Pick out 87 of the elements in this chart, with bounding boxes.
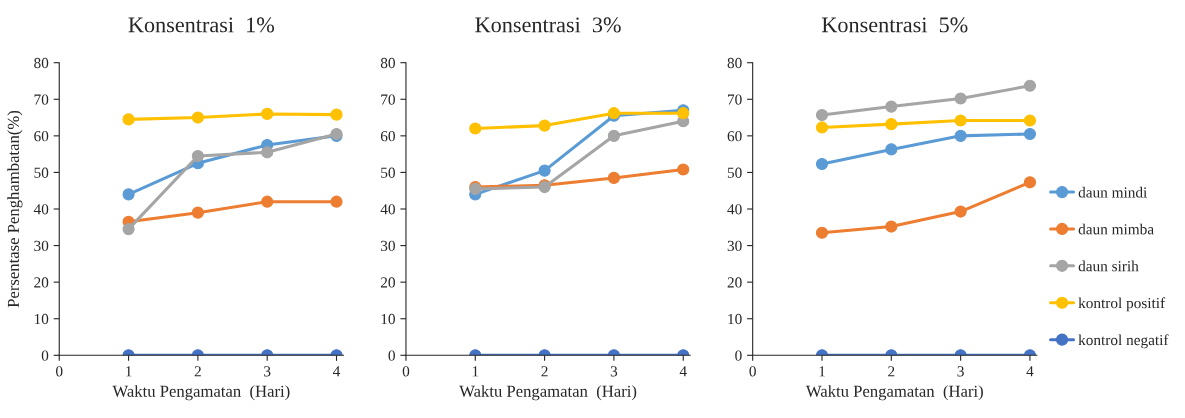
chart-title: Konsentrasi 3% (475, 17, 621, 33)
y-tick-label: 80 (727, 57, 742, 69)
chart-title: Konsentrasi 5% (821, 17, 968, 33)
point (261, 107, 274, 120)
y-tick-label: 20 (380, 277, 395, 288)
y-tick-label: 80 (380, 57, 395, 69)
point (677, 163, 690, 176)
point (191, 111, 204, 124)
y-tick-label: 40 (380, 204, 395, 215)
point (1023, 127, 1037, 141)
y-tick-label: 10 (34, 313, 49, 325)
x-tick-label: 2 (194, 366, 201, 377)
point (1023, 176, 1037, 189)
legend-label: daun mindi (1078, 186, 1147, 198)
y-tick-label: 40 (727, 204, 742, 215)
y-tick-label: 0 (735, 350, 742, 361)
x-axis-title: Waktu Pengamatan (Hari) (459, 385, 637, 401)
y-tick-label: 0 (388, 350, 395, 361)
point (815, 121, 829, 134)
y-tick-label: 20 (34, 277, 49, 288)
point (538, 164, 551, 177)
y-tick-label: 60 (727, 130, 742, 142)
y-tick-label: 10 (728, 313, 742, 325)
point (954, 129, 967, 142)
x-tick-label: 4 (1026, 366, 1034, 377)
y-tick-label: 50 (381, 167, 395, 178)
point (122, 113, 135, 126)
x-tick-label: 2 (541, 366, 548, 377)
legend-label: daun sirih (1078, 260, 1139, 272)
point (885, 100, 898, 113)
y-tick-label: 60 (380, 130, 395, 142)
y-tick-label: 80 (34, 57, 49, 69)
point (885, 143, 898, 156)
y-tick-label: 0 (41, 350, 49, 361)
point (954, 92, 967, 105)
y-tick-label: 70 (34, 94, 49, 105)
point (330, 108, 343, 121)
x-tick-label: 1 (819, 366, 825, 377)
y-axis-title: Persentase Penghambatan(%) (7, 110, 23, 308)
y-tick-label: 30 (381, 240, 395, 252)
point (261, 195, 274, 208)
y-tick-label: 70 (727, 94, 742, 105)
point (469, 122, 482, 135)
y-tick-label: 20 (727, 277, 742, 288)
legend-label: kontrol negatif (1078, 334, 1169, 349)
point (954, 205, 967, 218)
y-tick-label: 40 (33, 204, 49, 215)
x-tick-label: 0 (749, 366, 756, 377)
y-tick-label: 10 (381, 313, 395, 325)
point (122, 188, 135, 201)
point (1023, 114, 1037, 127)
x-tick-label: 1 (126, 366, 132, 377)
y-tick-label: 60 (34, 130, 49, 142)
point (261, 146, 274, 159)
point (815, 226, 829, 239)
point (1023, 79, 1037, 92)
x-tick-label: 3 (610, 366, 618, 377)
point (122, 223, 135, 236)
y-tick-label: 30 (727, 240, 742, 252)
point (538, 119, 551, 132)
x-tick-label: 4 (332, 366, 341, 377)
point (607, 171, 620, 184)
chart-title: Konsentrasi 1% (128, 17, 275, 33)
x-tick-label: 0 (402, 366, 410, 377)
point (330, 195, 343, 208)
x-tick-label: 4 (679, 366, 687, 377)
point (954, 114, 967, 127)
y-tick-label: 50 (727, 167, 742, 178)
legend-label: kontrol positif (1078, 297, 1166, 312)
point (191, 206, 204, 219)
point (815, 108, 829, 122)
legend-label: daun mimba (1078, 223, 1154, 235)
x-axis-title: Waktu Pengamatan (Hari) (805, 385, 983, 401)
point (885, 118, 898, 131)
x-tick-label: 2 (888, 366, 895, 377)
y-tick-label: 50 (34, 167, 49, 178)
x-tick-label: 3 (957, 366, 964, 377)
point (607, 129, 620, 142)
y-tick-label: 30 (34, 240, 49, 252)
point (885, 220, 898, 233)
x-tick-label: 0 (56, 366, 63, 377)
x-tick-label: 3 (264, 366, 271, 377)
x-tick-label: 1 (472, 366, 479, 377)
point (815, 157, 829, 171)
y-tick-label: 70 (381, 94, 395, 105)
point (191, 149, 204, 163)
x-axis-title: Waktu Pengamatan (Hari) (112, 385, 290, 401)
